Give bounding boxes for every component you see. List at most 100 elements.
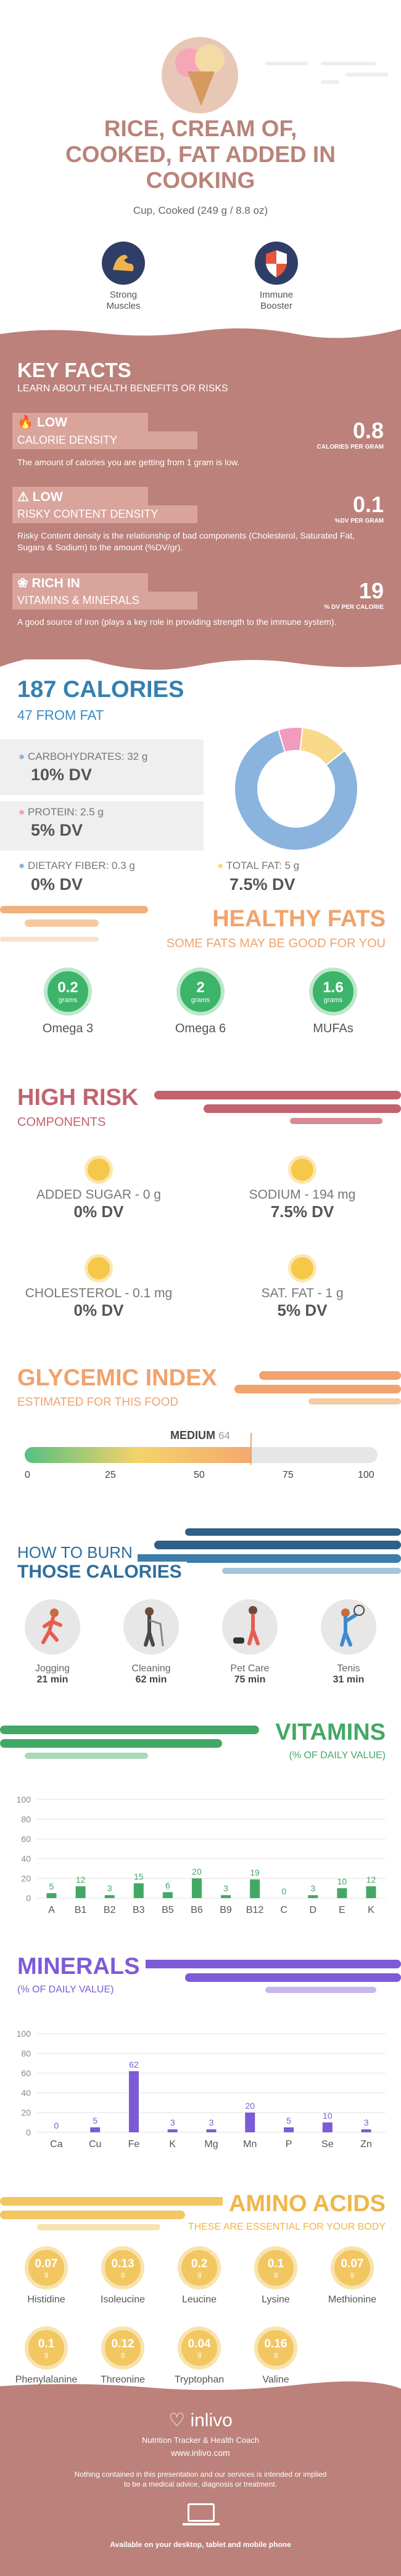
badge-immune-booster: Immune Booster (246, 242, 307, 312)
glycemic-subtitle: ESTIMATED FOR THIS FOOD (17, 1396, 179, 1409)
bar-Se (322, 2122, 333, 2132)
bar-B9 (221, 1895, 231, 1898)
fact-risky-content: ⚠ LOW RISKY CONTENT DENSITY 0.1 %DV PER … (12, 487, 389, 567)
high-risk-subtitle: COMPONENTS (17, 1115, 106, 1129)
glycemic-level: MEDIUM (170, 1429, 215, 1441)
glycemic-value: 64 (218, 1430, 230, 1441)
bar-D (308, 1895, 318, 1898)
y-tick-label: 80 (21, 1814, 31, 1824)
amino-item-histidine: 0.07 g Histidine (12, 2246, 80, 2305)
donut-slice-fat (299, 727, 345, 766)
fact-label: CALORIE DENSITY (12, 431, 197, 449)
y-tick-label: 20 (21, 2108, 31, 2117)
amino-value-badge: 0.07 g (331, 2246, 374, 2289)
x-tick-label: Ca (50, 2139, 63, 2150)
bar-Zn (361, 2129, 371, 2132)
fact-value: 0.1 (352, 492, 384, 517)
bar-Fe (128, 2071, 139, 2132)
amino-label: Isoleucine (100, 2294, 146, 2305)
muscle-icon (102, 242, 145, 285)
x-tick-label: C (280, 1905, 287, 1915)
amino-value: 0.1 (38, 2338, 55, 2350)
bar-value-label: 0 (54, 2121, 59, 2130)
carbs-dv: 10% DV (31, 765, 93, 784)
bar-value-label: 5 (49, 1881, 54, 1891)
amino-value-badge: 0.04 g (178, 2326, 221, 2370)
x-tick-label: B12 (246, 1905, 264, 1915)
y-tick-label: 100 (17, 1795, 31, 1804)
heart-logo-icon: ♡ (168, 2410, 186, 2431)
burn-title-1: HOW TO BURN (17, 1543, 138, 1562)
amino-value: 0.04 (188, 2338, 211, 2350)
x-tick-label: E (339, 1905, 345, 1915)
amino-value-badge: 0.1 g (254, 2246, 297, 2289)
calories-title: 187 CALORIES (17, 677, 184, 703)
footer-url[interactable]: www.inlivo.com (171, 2448, 230, 2458)
leaf-icon: ❀ (17, 576, 28, 590)
serving-size: Cup, Cooked (249 g / 8.8 oz) (133, 205, 268, 216)
high-risk-section: HIGH RISK COMPONENTS ADDED SUGAR - 0 g 0… (0, 1085, 401, 1362)
amino-item-threonine: 0.12 g Threonine (89, 2326, 157, 2386)
fat-omega6: 2 grams Omega 6 (167, 968, 234, 1036)
amino-title: AMINO ACIDS (222, 2191, 386, 2217)
amino-value-badge: 0.13 g (101, 2246, 144, 2289)
protein-dv: 5% DV (31, 821, 83, 839)
smiley-icon (288, 1156, 316, 1184)
shield-icon (255, 242, 298, 285)
amino-label: Tryptophan (174, 2374, 225, 2385)
amino-label: Leucine (181, 2294, 217, 2305)
amino-subtitle: THESE ARE ESSENTIAL FOR YOUR BODY (188, 2222, 386, 2232)
fact-desc: The amount of calories you are getting f… (17, 457, 240, 467)
vitamins-section: VITAMINS (% OF DAILY VALUE) 100 80 60 40 20 0… (0, 1719, 401, 1941)
protein-row (0, 801, 204, 850)
fact-desc: A good source of iron (plays a key role … (17, 617, 337, 627)
bar-B12 (250, 1879, 260, 1898)
healthy-fats-title: HEALTHY FATS (212, 906, 386, 932)
glycemic-title: GLYCEMIC INDEX (17, 1365, 223, 1392)
warning-icon: ⚠ (17, 490, 29, 504)
bar-value-label: 5 (93, 2116, 97, 2126)
bar-Mg (206, 2129, 217, 2132)
x-tick-label: Mg (204, 2139, 218, 2150)
amino-item-tryptophan: 0.04 g Tryptophan (165, 2326, 233, 2386)
tennis-icon (321, 1599, 376, 1655)
amino-item-lysine: 0.1 g Lysine (242, 2246, 310, 2305)
bar-value-label: 3 (364, 2117, 369, 2127)
calories-from-fat: 47 FROM FAT (17, 707, 104, 723)
amino-label: Threonine (100, 2374, 146, 2385)
fat-label: TOTAL FAT: 5 g (226, 860, 300, 871)
amino-value: 0.16 (264, 2338, 287, 2350)
vitamins-subtitle: (% OF DAILY VALUE) (289, 1750, 386, 1761)
bar-K (366, 1886, 376, 1898)
amino-value: 0.07 (35, 2257, 58, 2270)
bar-value-label: 20 (192, 1867, 202, 1877)
burn-jogging: Jogging 21 min (19, 1599, 86, 1685)
bar-value-label: 6 (165, 1880, 170, 1890)
x-tick-label: B1 (75, 1905, 87, 1915)
risk-cholesterol: CHOLESTEROL - 0.1 mg 0% DV (6, 1254, 191, 1320)
amino-unit: g (350, 2271, 355, 2278)
x-tick-label: Zn (360, 2139, 372, 2150)
x-tick-label: Mn (243, 2139, 257, 2150)
glycemic-marker (250, 1433, 252, 1465)
bar-value-label: 5 (286, 2116, 291, 2126)
bar-B3 (133, 1883, 144, 1898)
glycemic-bar-fill (25, 1447, 251, 1463)
x-tick-label: K (368, 1905, 374, 1915)
fact-unit: %DV PER GRAM (334, 518, 384, 524)
bar-value-label: 12 (76, 1875, 86, 1885)
bar-value-label: 3 (107, 1883, 112, 1893)
bar-value-label: 3 (209, 2117, 214, 2127)
bar-P (284, 2127, 294, 2132)
amino-item-valine: 0.16 g Valine (242, 2326, 310, 2386)
fact-calorie-density: 🔥 LOW CALORIE DENSITY 0.8 CALORIES PER G… (12, 413, 389, 481)
healthy-fats-section: HEALTHY FATS SOME FATS MAY BE GOOD FOR Y… (0, 906, 401, 1054)
vitamins-title: VITAMINS (269, 1719, 386, 1746)
bar-value-label: 3 (310, 1883, 315, 1893)
burn-pet-care: Pet Care 75 min (216, 1599, 284, 1685)
x-tick-label: B9 (220, 1905, 232, 1915)
risk-sodium: SODIUM - 194 mg 7.5% DV (210, 1156, 395, 1221)
healthy-fats-subtitle: SOME FATS MAY BE GOOD FOR YOU (166, 937, 386, 950)
fiber-dv: 0% DV (31, 875, 83, 894)
amino-unit: g (120, 2271, 125, 2278)
